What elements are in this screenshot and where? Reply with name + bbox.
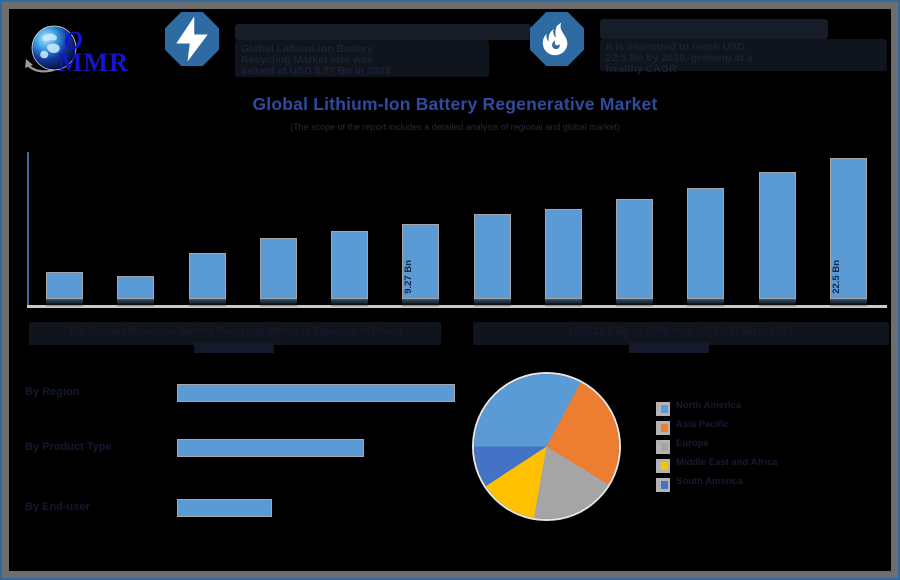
svg-text:MMR: MMR bbox=[58, 48, 129, 77]
